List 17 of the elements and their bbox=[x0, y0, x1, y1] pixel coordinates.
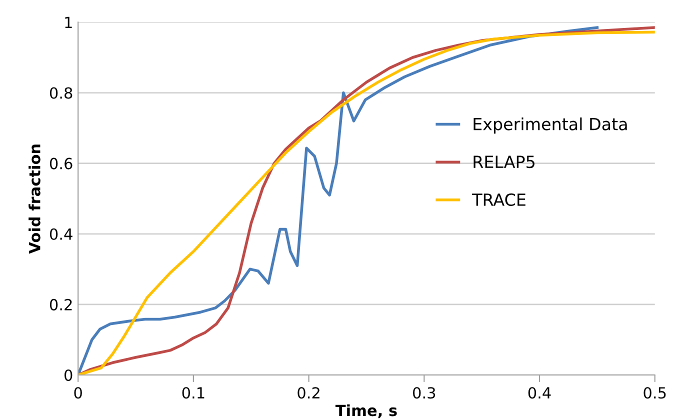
x-tick-label: 0.1 bbox=[182, 387, 204, 399]
legend-label: Experimental Data bbox=[474, 117, 627, 134]
x-tick-label: 0.4 bbox=[528, 387, 551, 399]
y-tick-label: 0.4 bbox=[50, 228, 72, 240]
x-tick-label: 0.2 bbox=[298, 387, 320, 399]
x-tick-label: 0.5 bbox=[644, 387, 666, 399]
y-axis-title: Void fraction bbox=[28, 144, 40, 254]
x-tick-label: 0 bbox=[74, 387, 82, 399]
x-axis-title: Time, s bbox=[335, 404, 397, 418]
y-tick-label: 0.2 bbox=[50, 298, 72, 310]
y-tick-label: 0.8 bbox=[50, 87, 72, 99]
y-tick-label: 1 bbox=[65, 16, 72, 28]
y-tick-label: 0 bbox=[64, 369, 72, 382]
x-tick-label: 0.3 bbox=[413, 387, 436, 399]
legend-label: RELAP5 bbox=[474, 156, 534, 168]
y-tick-label: 0.6 bbox=[50, 158, 72, 170]
legend-label: TRACE bbox=[472, 193, 526, 206]
